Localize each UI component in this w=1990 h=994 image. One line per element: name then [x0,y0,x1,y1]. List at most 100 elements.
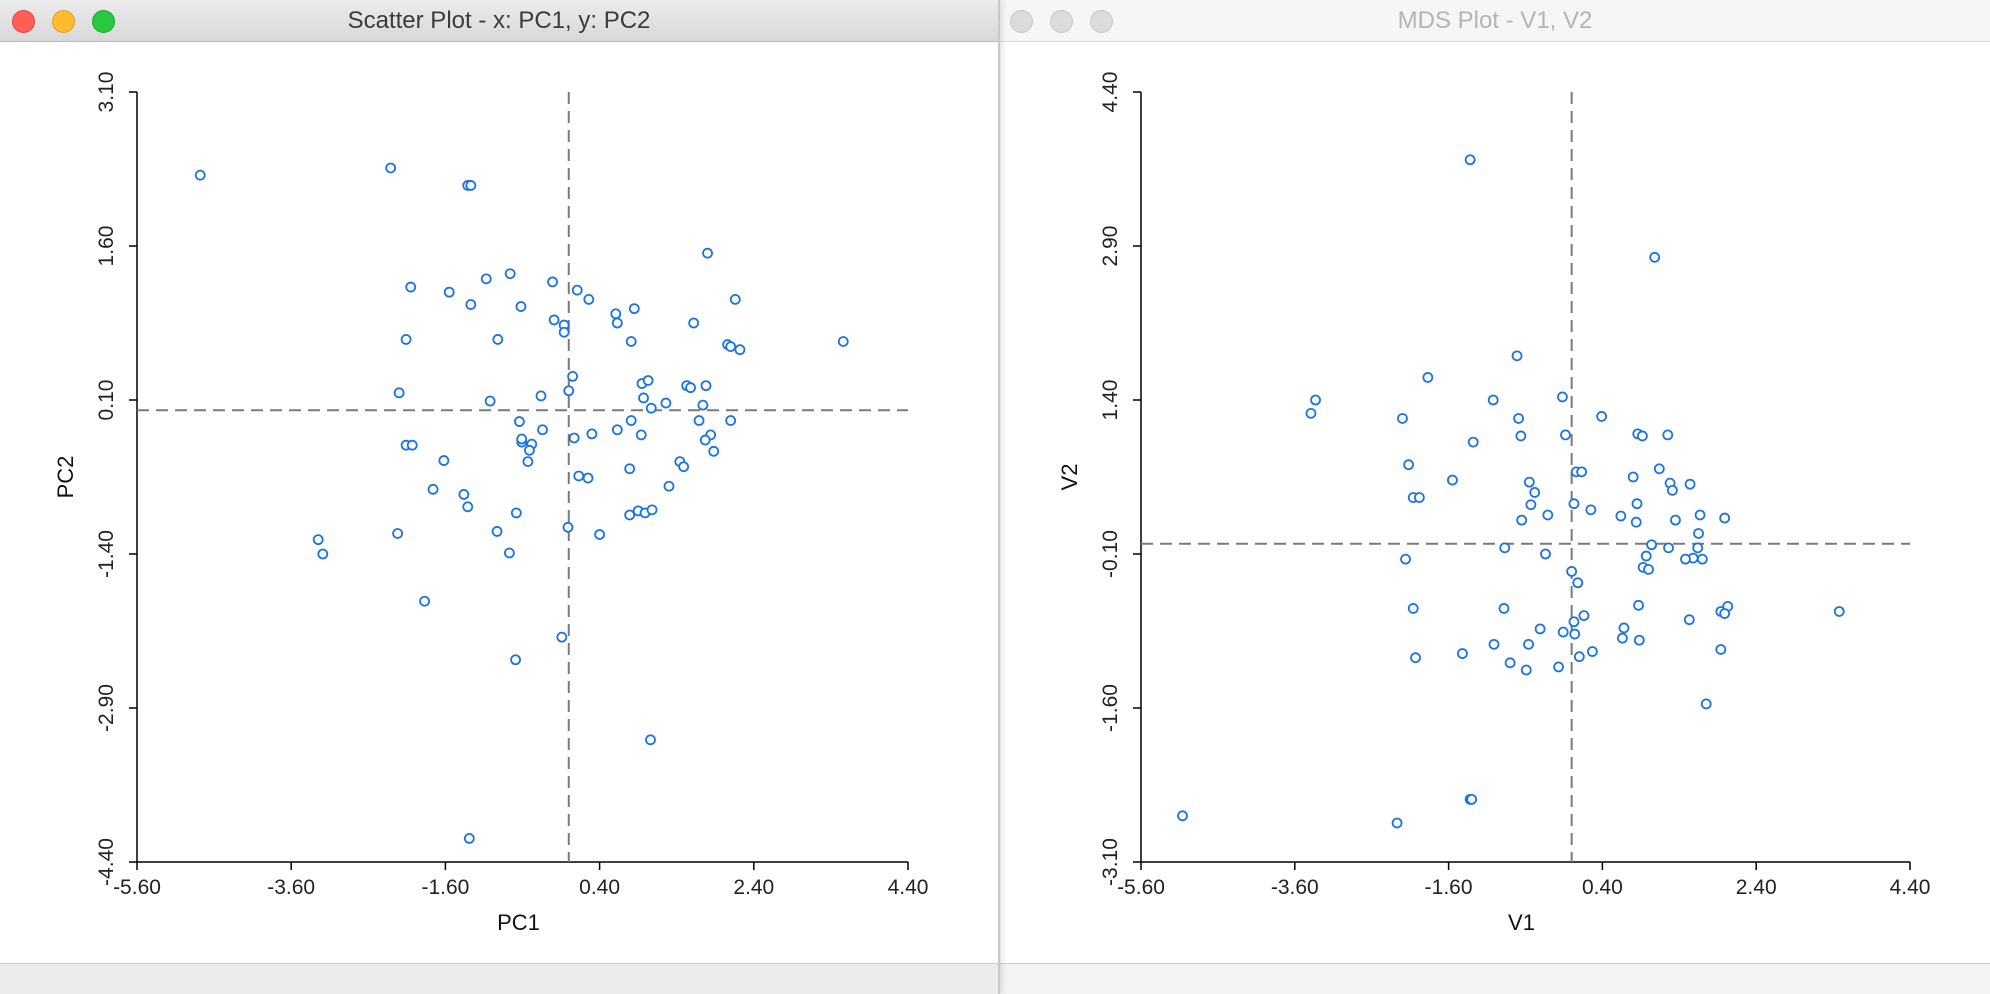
x-tick-label: 4.40 [888,876,929,899]
data-point [1633,599,1644,611]
data-point [1504,657,1516,669]
data-point [708,445,720,457]
data-point [1573,651,1585,663]
data-point [1666,484,1678,496]
data-point [1587,646,1598,657]
data-point [611,317,623,329]
zoom-button[interactable] [1090,10,1113,33]
status-bar [1000,963,1990,994]
x-axis-label: PC1 [497,910,540,935]
x-tick-label: 0.40 [1582,876,1623,899]
data-point [1499,542,1511,554]
data-point [535,390,547,402]
data-point [594,529,605,540]
data-point [1542,509,1554,521]
mds-plot-canvas[interactable]: -5.60 -3.60 -1.60 0.40 2.40 4.40 -3.10 -1.60 -0.… [1000,42,1990,952]
x-tick-label: 2.40 [733,876,774,899]
data-point [1568,498,1580,510]
data-point [462,501,474,513]
data-point [1670,514,1681,526]
minimize-button[interactable] [52,10,75,33]
scatter-plot-window: Scatter Plot - x: PC1, y: PC2 -5.60 -3.60… [0,0,1000,994]
data-point [522,456,534,468]
data-point [1498,603,1510,614]
data-point [1833,606,1845,617]
data-point [1310,394,1321,406]
data-point [663,480,675,492]
data-point [503,547,515,559]
data-point [1305,407,1317,419]
x-tick-label: 0.40 [579,876,620,899]
window-title: MDS Plot - V1, V2 [1397,7,1593,34]
data-point [406,439,418,451]
data-point [1516,514,1528,526]
data-point [1569,628,1581,640]
data-point [504,268,516,280]
data-point [1578,610,1590,621]
data-point [571,284,583,296]
data-point [586,428,598,440]
data-point [515,301,527,312]
data-point [1568,616,1580,628]
data-point [537,424,548,436]
data-point [1662,429,1674,441]
data-point [1403,459,1415,471]
data-point [563,385,575,397]
data-point [642,375,654,386]
data-point [678,461,690,473]
data-point [1457,648,1468,659]
data-point [1633,634,1645,646]
data-point [1523,638,1534,650]
data-point [693,415,705,426]
y-axis-label: PC2 [53,456,78,499]
data-point [1523,476,1535,488]
data-point [1525,499,1537,511]
data-point [1693,528,1704,539]
data-point [1640,550,1652,562]
data-point [547,276,558,288]
data-point [1646,539,1658,551]
data-point [1513,413,1524,424]
data-point [427,483,439,495]
data-point [624,463,636,475]
zoom-button[interactable] [92,10,115,33]
scatter-plot-canvas[interactable]: -5.60 -3.60 -1.60 0.40 2.40 4.40 -4.40 -2.90 -1.… [0,42,998,952]
data-point [700,380,712,392]
x-tick-label: -5.60 [113,876,161,899]
data-point [443,286,455,298]
y-tick-label: -2.90 [95,684,118,732]
data-point [734,344,746,356]
data-point [645,402,657,414]
data-point [1615,510,1627,522]
title-bar[interactable]: Scatter Plot - x: PC1, y: PC2 [0,0,998,42]
data-point [1177,810,1188,822]
data-point [625,336,637,347]
data-point [645,734,656,746]
data-point [688,317,700,329]
data-point [1719,512,1731,524]
data-point [1407,603,1419,614]
data-point [317,548,329,560]
close-button[interactable] [12,10,35,33]
mds-plot-window: MDS Plot - V1, V2 -5.60 -3.60 -1.60 0.40 2.4… [1000,0,1990,994]
data-point [628,303,640,315]
data-point [685,382,696,394]
data-point [699,434,711,446]
close-button[interactable] [1010,10,1033,33]
y-tick-label: -4.40 [95,838,118,886]
data-point [562,521,574,533]
data-point [1616,632,1628,644]
data-point [480,273,492,285]
data-point [492,334,504,345]
data-point [514,416,525,427]
data-point [392,528,403,539]
data-point [646,504,658,516]
data-point [1511,350,1523,362]
minimize-button[interactable] [1050,10,1073,33]
data-point [548,314,560,326]
title-bar[interactable]: MDS Plot - V1, V2 [1000,0,1990,42]
data-point [1715,644,1727,655]
data-point [1397,413,1408,424]
data-point [725,415,737,426]
data-point [1696,553,1708,565]
